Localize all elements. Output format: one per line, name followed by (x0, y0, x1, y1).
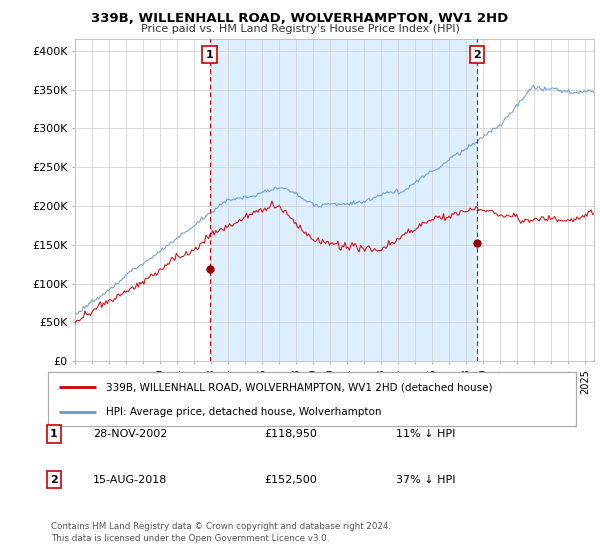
Text: 339B, WILLENHALL ROAD, WOLVERHAMPTON, WV1 2HD: 339B, WILLENHALL ROAD, WOLVERHAMPTON, WV… (91, 12, 509, 25)
Text: 15-AUG-2018: 15-AUG-2018 (93, 475, 167, 485)
Text: 1: 1 (50, 429, 58, 439)
Text: 1: 1 (206, 50, 214, 60)
Text: Contains HM Land Registry data © Crown copyright and database right 2024.
This d: Contains HM Land Registry data © Crown c… (51, 522, 391, 543)
Text: £152,500: £152,500 (264, 475, 317, 485)
Text: 11% ↓ HPI: 11% ↓ HPI (396, 429, 455, 439)
Text: HPI: Average price, detached house, Wolverhampton: HPI: Average price, detached house, Wolv… (106, 407, 382, 417)
Text: 339B, WILLENHALL ROAD, WOLVERHAMPTON, WV1 2HD (detached house): 339B, WILLENHALL ROAD, WOLVERHAMPTON, WV… (106, 382, 493, 393)
Bar (209, 39, 477, 361)
Text: Price paid vs. HM Land Registry's House Price Index (HPI): Price paid vs. HM Land Registry's House … (140, 24, 460, 34)
Text: 37% ↓ HPI: 37% ↓ HPI (396, 475, 455, 485)
Text: 2: 2 (473, 50, 481, 60)
Text: 2: 2 (50, 475, 58, 485)
Text: 28-NOV-2002: 28-NOV-2002 (93, 429, 167, 439)
Text: £118,950: £118,950 (264, 429, 317, 439)
